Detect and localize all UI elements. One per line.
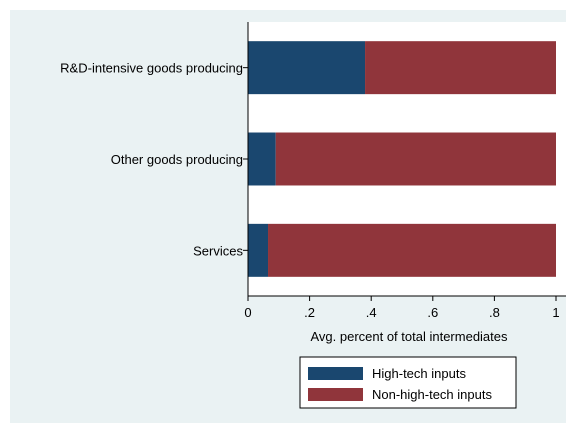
x-tick-label: 1 <box>552 305 559 320</box>
x-tick-label: .4 <box>366 305 377 320</box>
legend: High-tech inputs Non-high-tech inputs <box>299 356 517 409</box>
legend-swatch-non-high-tech <box>308 388 363 401</box>
bar-non-high-tech-inputs-services <box>268 223 556 277</box>
x-tick-label: 0 <box>244 305 251 320</box>
bars-layer <box>248 41 556 277</box>
x-tick-label: .2 <box>304 305 315 320</box>
y-ticks: R&D-intensive goods producing Other goods… <box>60 61 248 258</box>
x-ticks: 0 .2 .4 .6 .8 1 <box>244 296 560 320</box>
legend-label-non-high-tech: Non-high-tech inputs <box>372 387 492 402</box>
bar-non-high-tech-inputs-r-d-intensive-goods-producing <box>365 41 556 95</box>
y-tick-label: Services <box>193 243 243 258</box>
y-tick-label: R&D-intensive goods producing <box>60 61 243 76</box>
x-axis-title: Avg. percent of total intermediates <box>310 329 508 344</box>
bar-high-tech-inputs-services <box>248 223 269 277</box>
legend-label-high-tech: High-tech inputs <box>372 366 466 381</box>
bar-high-tech-inputs-other-goods-producing <box>248 132 276 186</box>
bar-non-high-tech-inputs-other-goods-producing <box>275 132 556 186</box>
x-tick-label: .6 <box>427 305 438 320</box>
y-tick-label: Other goods producing <box>111 152 243 167</box>
x-tick-label: .8 <box>489 305 500 320</box>
legend-swatch-high-tech <box>308 367 363 380</box>
bar-high-tech-inputs-r-d-intensive-goods-producing <box>248 41 366 95</box>
legend-box <box>299 356 517 409</box>
